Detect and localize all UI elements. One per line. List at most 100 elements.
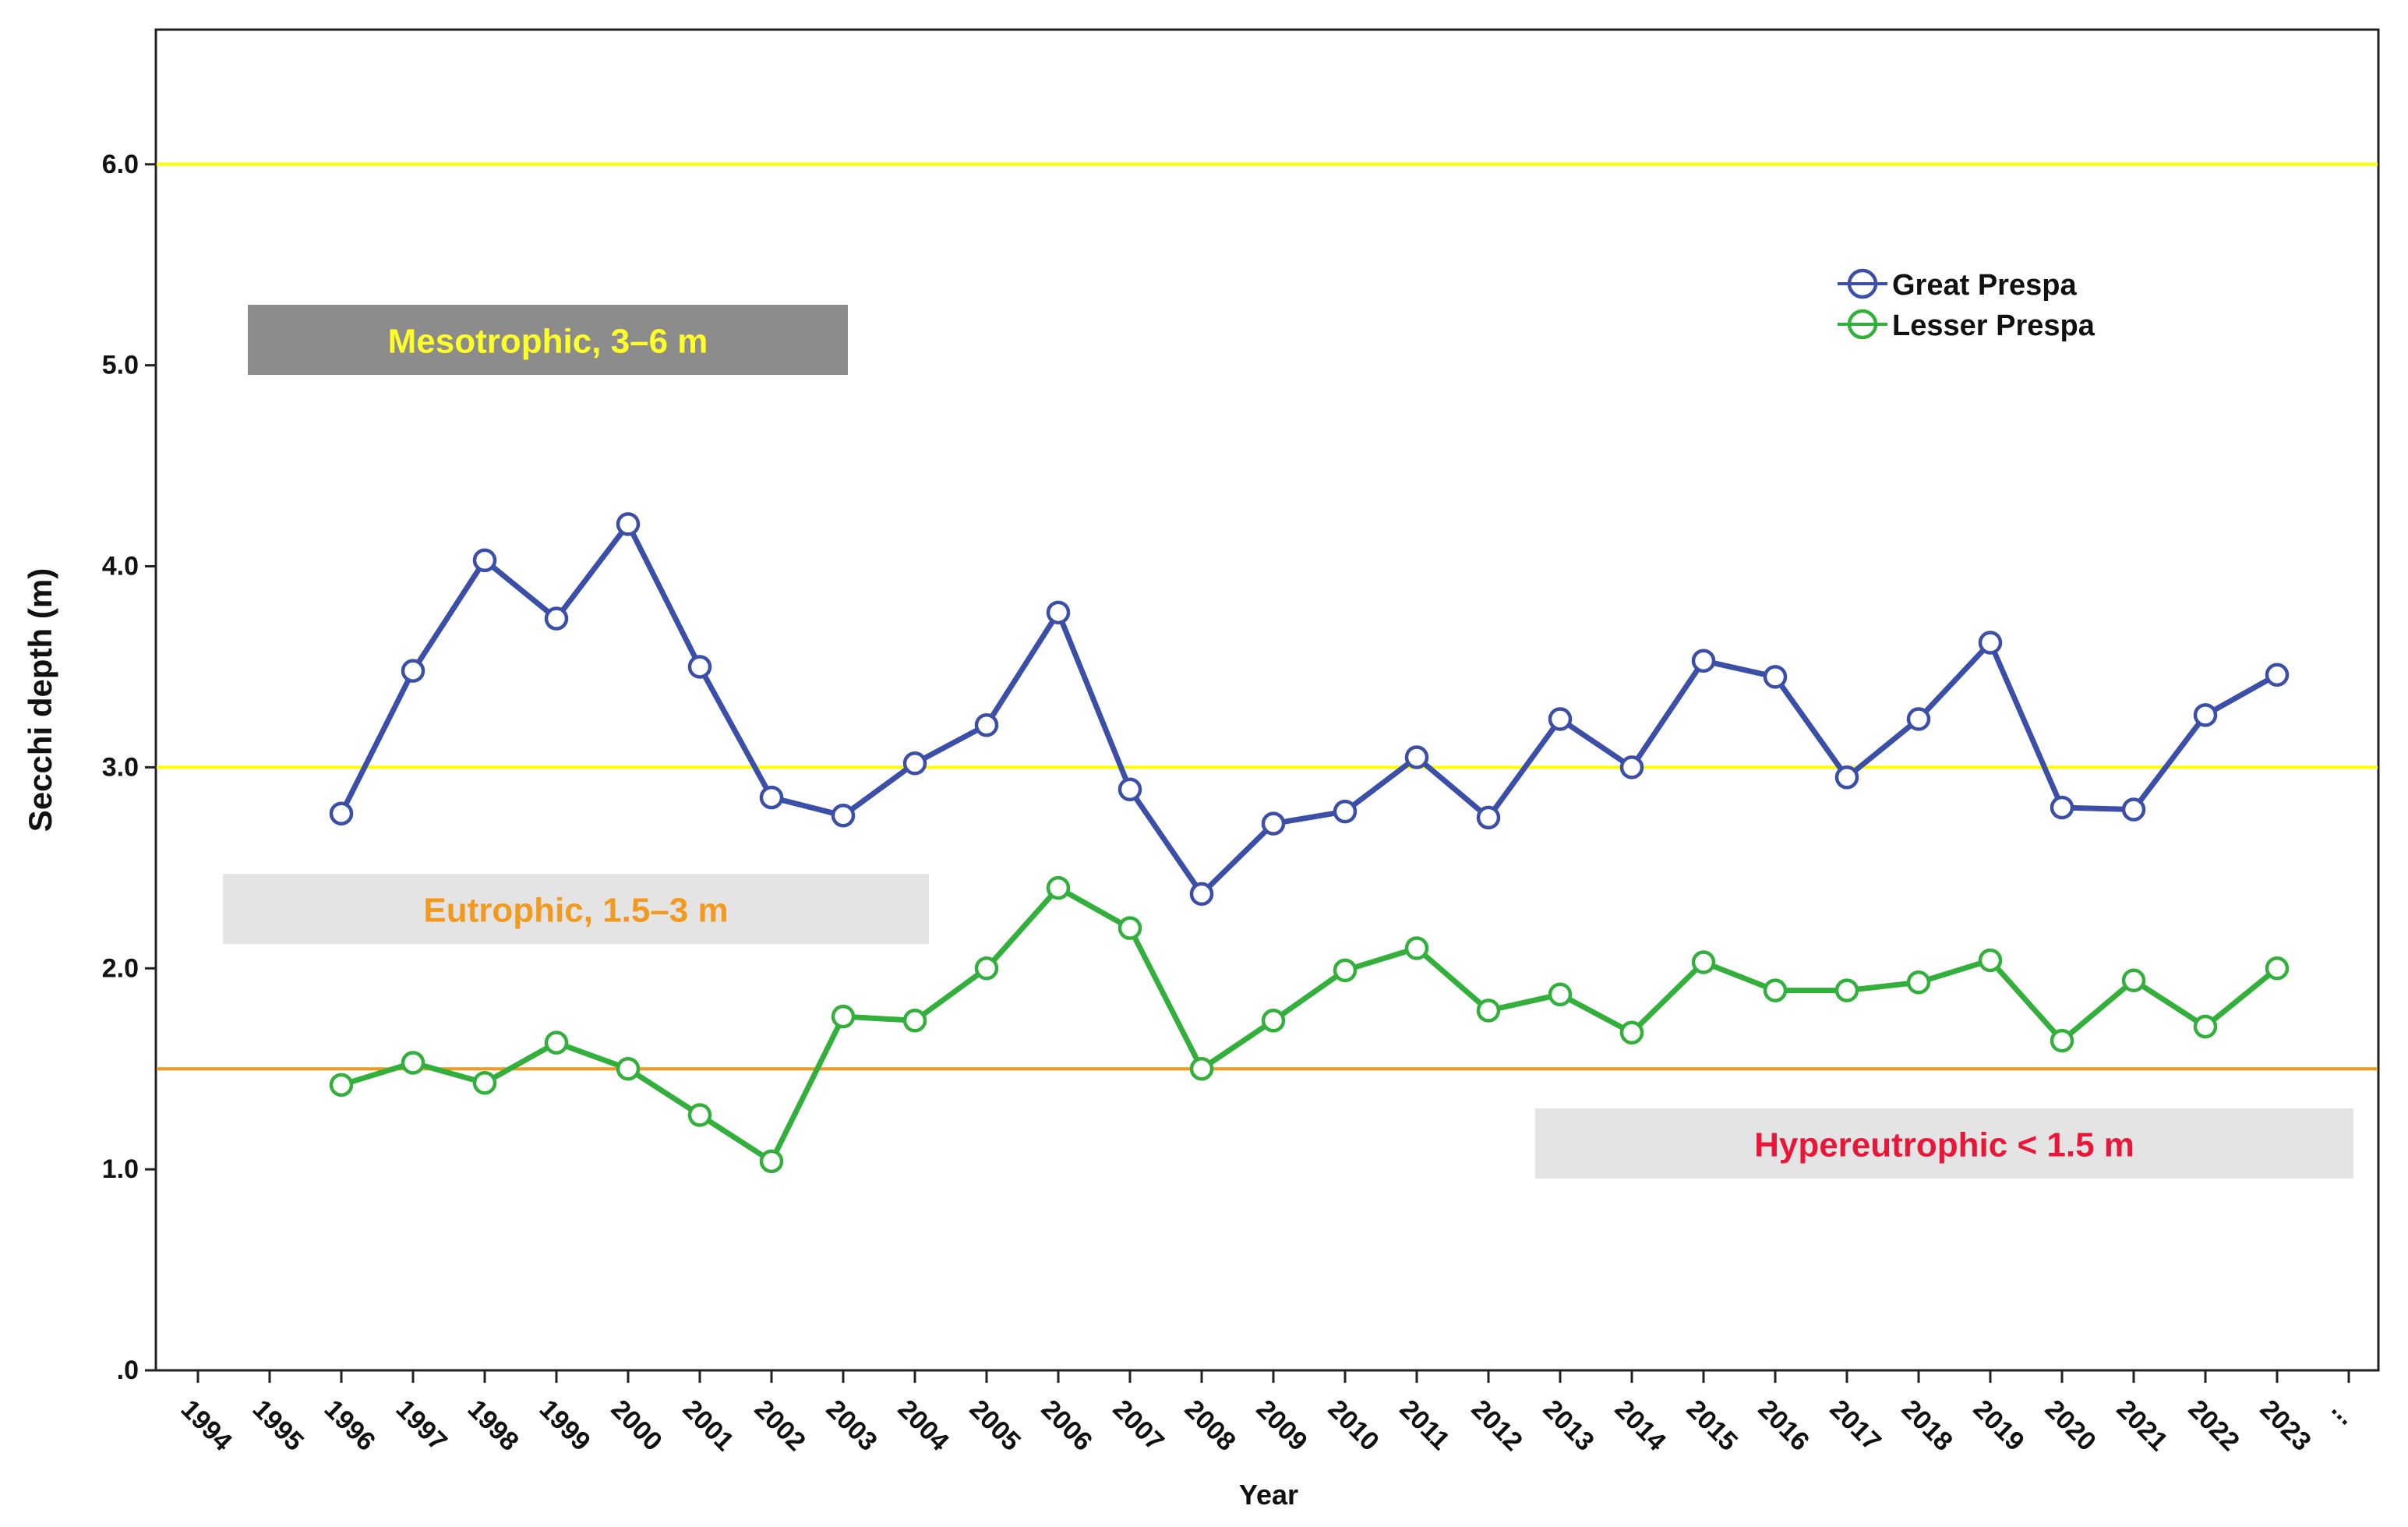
point-lesser-prespa-2023 [2265,956,2290,981]
point-lesser-prespa-2005 [974,956,999,981]
point-lesser-prespa-2019 [1978,948,2003,973]
x-tick-label-2017: 2017 [1824,1394,1887,1457]
point-lesser-prespa-1998 [472,1070,497,1095]
x-tick-label-2004: 2004 [892,1394,955,1457]
x-tick-label-2016: 2016 [1753,1394,1815,1457]
point-great-prespa-2006 [1046,600,1071,625]
series-line-lesser-prespa [340,885,2279,1165]
x-tick-label-2005: 2005 [964,1394,1026,1457]
point-great-prespa-2012 [1476,805,1501,830]
point-great-prespa-2013 [1548,707,1573,731]
x-tick-label-2021: 2021 [2111,1394,2173,1457]
x-tick-label-2013: 2013 [1538,1394,1600,1457]
point-great-prespa-1999 [544,606,569,631]
point-great-prespa-1996 [329,801,354,825]
x-tick-label-2006: 2006 [1036,1394,1098,1457]
point-great-prespa-1997 [401,659,425,683]
x-axis: 1994 1995 1996 1997 1998 1999 2000 2001 2002 2003… [175,1370,2363,1457]
x-tick-label-2011: 2011 [1394,1394,1456,1456]
x-tick-label-2014: 2014 [1609,1394,1672,1457]
legend-label-great-prespa: Great Prespa [1892,269,2077,302]
x-tick-label-2001: 2001 [677,1394,740,1457]
x-tick-label-2019: 2019 [1968,1394,2030,1457]
x-tick-label-1996: 1996 [319,1394,381,1457]
legend-marker-lesser-prespa [1847,309,1878,340]
point-lesser-prespa-2007 [1117,916,1142,940]
point-great-prespa-2019 [1978,631,2003,655]
point-great-prespa-2023 [2265,663,2290,688]
point-great-prespa-2022 [2193,703,2218,727]
point-great-prespa-2002 [759,785,784,810]
x-tick-label-2018: 2018 [1896,1394,1958,1457]
point-great-prespa-2021 [2121,797,2146,822]
x-tick-label-2007: 2007 [1107,1394,1170,1457]
point-great-prespa-2014 [1619,755,1644,779]
x-tick-label-1998: 1998 [462,1394,524,1457]
point-lesser-prespa-2020 [2050,1028,2074,1053]
legend-item-lesser-prespa: Lesser Prespa [1838,309,2096,342]
x-tick-label-2012: 2012 [1466,1394,1528,1457]
series-line-great-prespa [338,521,2279,897]
point-great-prespa-2003 [831,804,856,828]
point-lesser-prespa-2010 [1333,958,1358,983]
x-tick-label-1997: 1997 [390,1394,453,1457]
legend: Great Prespa Lesser Prespa [1838,268,2096,342]
point-lesser-prespa-2001 [687,1103,712,1127]
x-tick-label-2015: 2015 [1681,1394,1743,1457]
annotation-box-eutrophic [223,874,929,944]
annotation-box-hypereutrophic [1535,1108,2353,1179]
point-lesser-prespa-2008 [1189,1056,1214,1081]
point-lesser-prespa-2006 [1046,875,1071,900]
legend-marker-great-prespa [1847,268,1878,299]
legend-item-great-prespa: Great Prespa [1838,268,2077,302]
point-lesser-prespa-2009 [1261,1009,1286,1033]
x-tick-label-2023: 2023 [2254,1394,2317,1457]
point-great-prespa-2007 [1117,777,1142,802]
annotation-mesotrophic: Mesotrophic, 3–6 m [388,323,708,361]
point-lesser-prespa-1997 [401,1051,425,1075]
series [329,512,2290,1174]
point-lesser-prespa-1996 [329,1073,354,1098]
point-great-prespa-2011 [1404,745,1429,769]
x-tick-label-2002: 2002 [749,1394,811,1457]
point-great-prespa-2015 [1691,649,1716,673]
point-lesser-prespa-2013 [1548,982,1573,1007]
point-great-prespa-2017 [1834,765,1859,790]
y-tick-label-6: 6.0 [102,150,139,179]
x-tick-label-1999: 1999 [534,1394,596,1457]
legend-label-lesser-prespa: Lesser Prespa [1892,309,2096,342]
point-lesser-prespa-2004 [902,1009,927,1033]
y-axis: .0 1.0 2.0 3.0 4.0 5.0 6.0 [102,150,156,1385]
point-great-prespa-2016 [1763,665,1788,689]
point-lesser-prespa-2018 [1906,970,1931,995]
point-lesser-prespa-2017 [1834,978,1859,1002]
point-lesser-prespa-2016 [1763,978,1788,1002]
x-tick-label-more: ... [2326,1394,2363,1431]
point-great-prespa-2009 [1261,811,1286,836]
x-tick-label-2010: 2010 [1322,1394,1385,1457]
point-great-prespa-2000 [616,512,641,536]
annotation-hypereutrophic: Hypereutrophic < 1.5 m [1754,1126,2134,1165]
x-tick-label-1994: 1994 [175,1394,238,1457]
annotation-box-mesotrophic [248,305,848,375]
point-lesser-prespa-2022 [2193,1014,2218,1039]
y-tick-label-2: 2.0 [102,953,139,983]
point-great-prespa-2005 [974,712,999,737]
reference-lines [157,162,2378,1071]
point-great-prespa-2004 [902,751,927,776]
point-lesser-prespa-2021 [2121,968,2146,992]
point-great-prespa-2008 [1189,882,1214,907]
point-lesser-prespa-2014 [1619,1020,1644,1045]
y-tick-label-1: 1.0 [102,1154,139,1184]
annotations: Mesotrophic, 3–6 m Eutrophic, 1.5–3 m Hy… [223,305,2353,1179]
point-lesser-prespa-2002 [759,1149,784,1174]
point-lesser-prespa-2012 [1476,999,1501,1023]
x-axis-title: Year [1239,1479,1298,1511]
x-tick-label-2020: 2020 [2039,1394,2102,1457]
x-tick-label-2022: 2022 [2183,1394,2245,1457]
point-lesser-prespa-2011 [1404,936,1429,960]
y-axis-title: Secchi depth (m) [22,568,58,832]
point-great-prespa-2001 [687,655,712,679]
point-great-prespa-2020 [2050,795,2074,820]
